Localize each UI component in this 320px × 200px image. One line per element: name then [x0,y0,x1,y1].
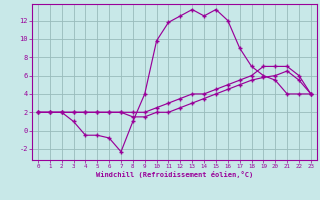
X-axis label: Windchill (Refroidissement éolien,°C): Windchill (Refroidissement éolien,°C) [96,171,253,178]
